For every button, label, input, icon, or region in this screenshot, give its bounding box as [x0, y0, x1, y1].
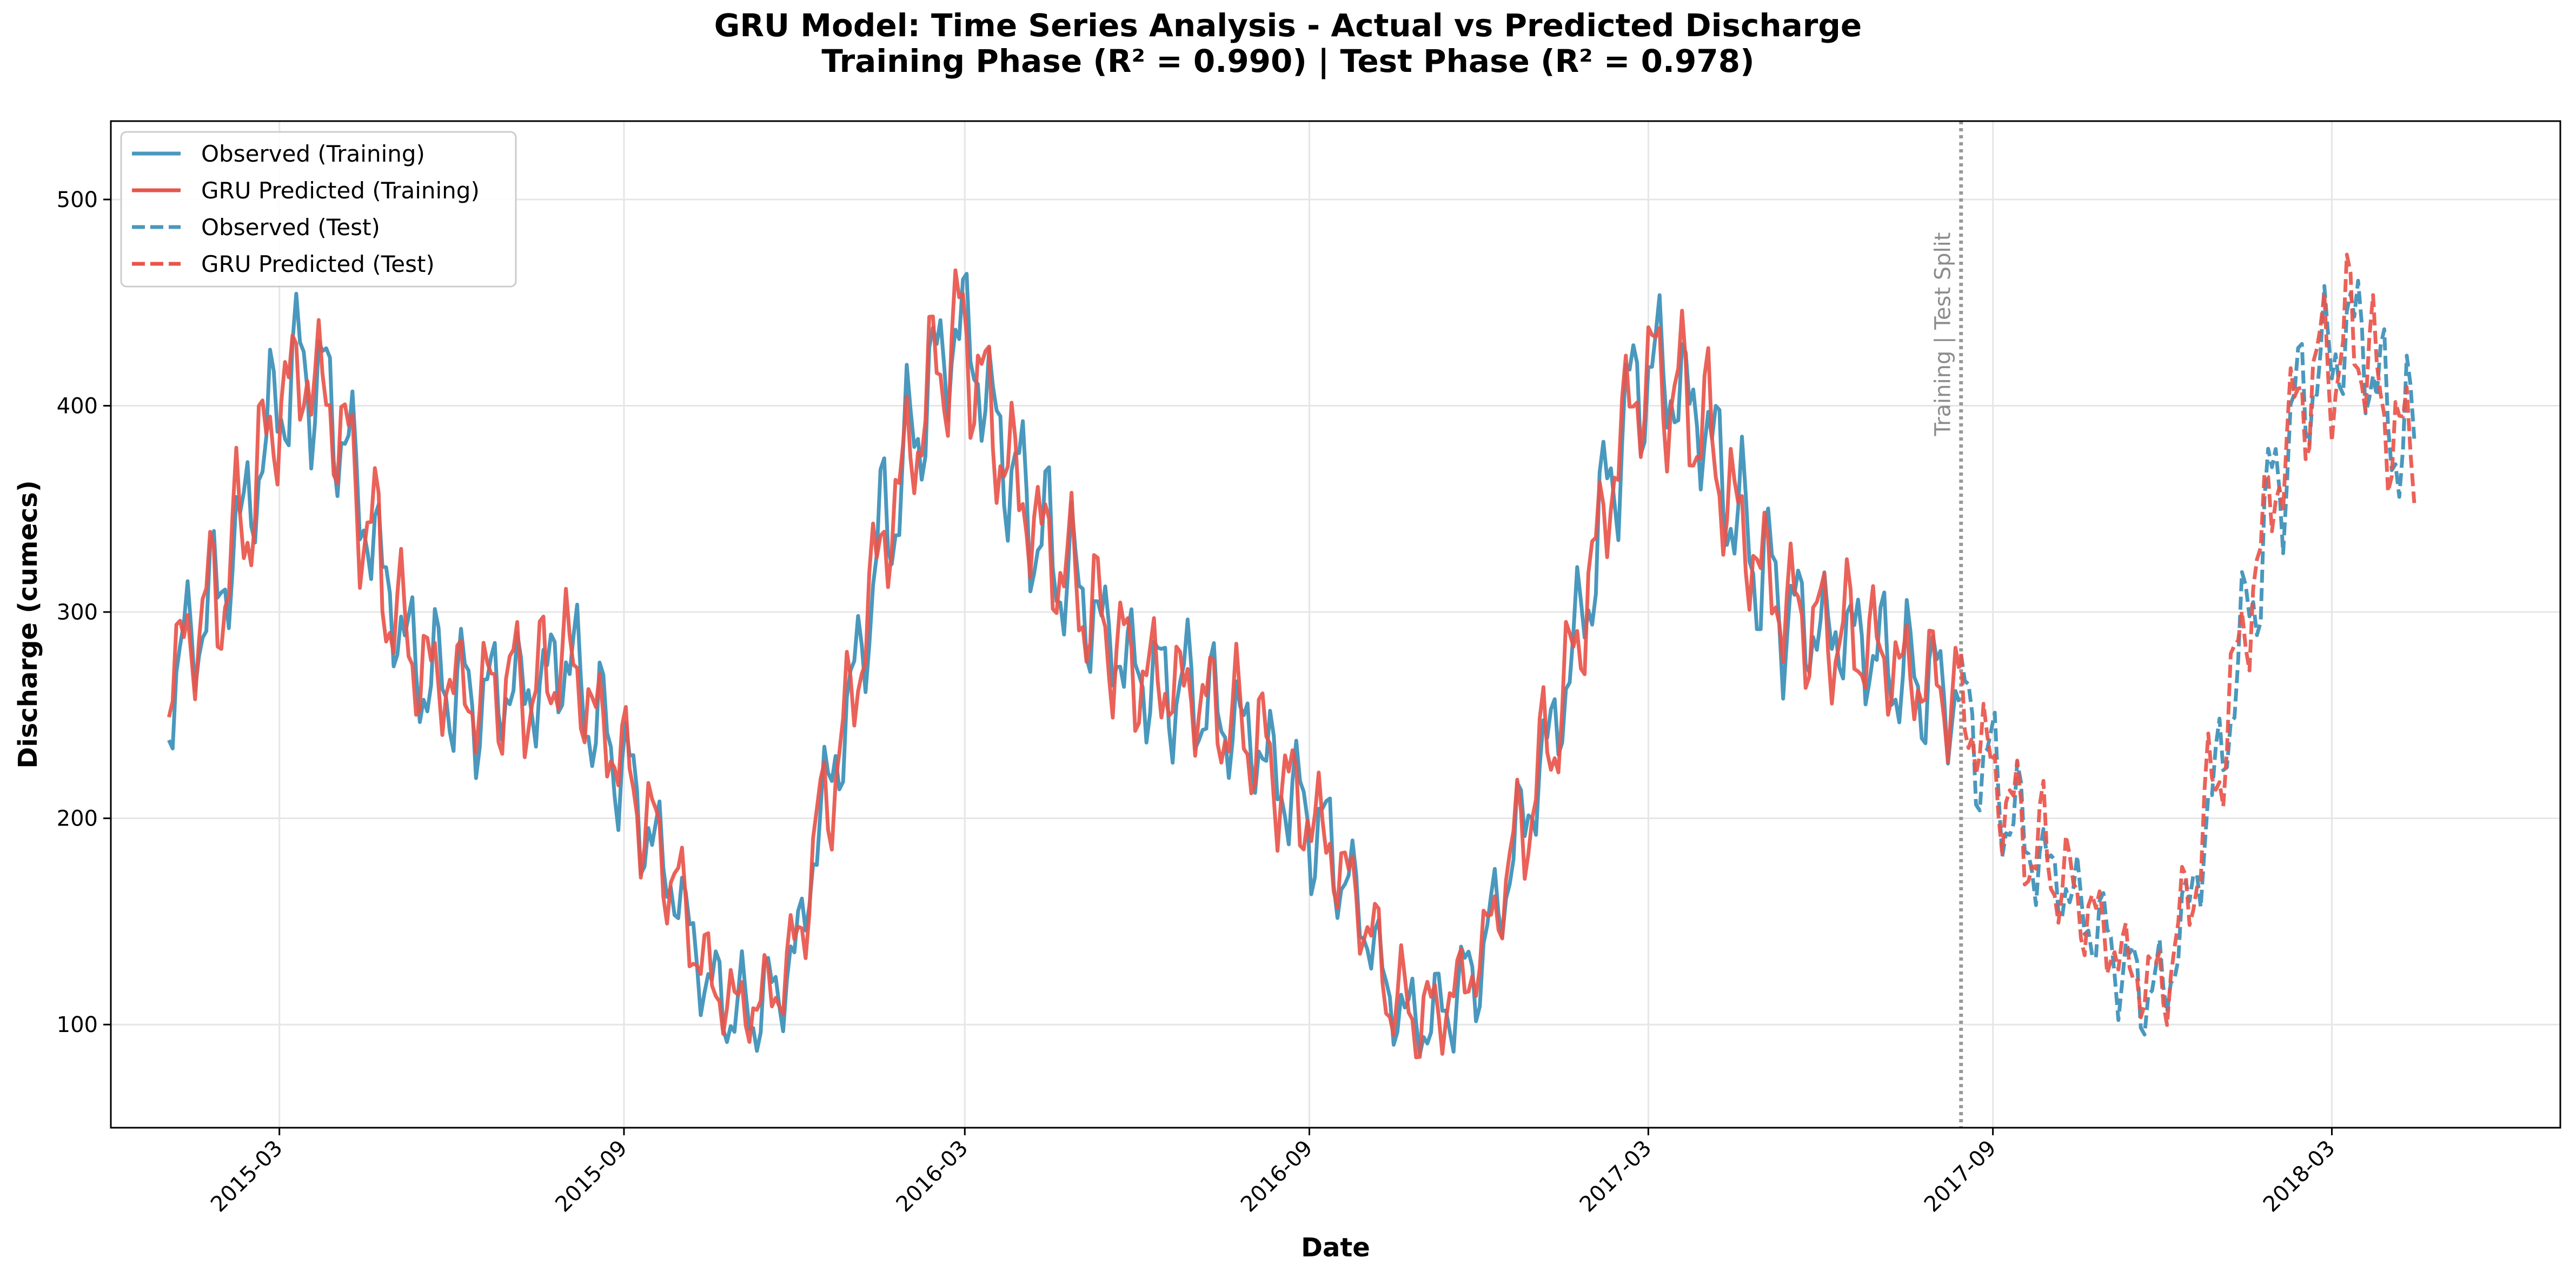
- x-axis-label: Date: [1301, 1233, 1370, 1263]
- legend: Observed (Training) GRU Predicted (Traini…: [120, 131, 517, 288]
- y-axis-label: Discharge (cumecs): [13, 480, 43, 768]
- x-tick-label: 2017-09: [1920, 1136, 2001, 1217]
- y-tick-label: 200: [57, 807, 98, 831]
- x-tick-label: 2015-09: [550, 1136, 632, 1217]
- x-tick-label: 2018-03: [2259, 1136, 2340, 1217]
- legend-box: [120, 131, 517, 288]
- x-tick-label: 2015-03: [206, 1136, 288, 1217]
- x-tick-label: 2016-03: [892, 1136, 973, 1217]
- axis-ticks: 100 200 300 400 500 2015-03 2015-09 2016-03 2016…: [57, 188, 2340, 1217]
- y-tick-label: 300: [57, 600, 98, 625]
- y-tick-label: 100: [57, 1013, 98, 1037]
- x-tick-label: 2016-09: [1236, 1136, 1318, 1217]
- legend-label: GRU Predicted (Test): [201, 251, 435, 277]
- series-line-gru-predicted-test: [1959, 252, 2416, 1027]
- series-lines: [167, 252, 2416, 1060]
- plot-frame: [110, 120, 2561, 1129]
- chart-title-line1: GRU Model: Time Series Analysis - Actual…: [714, 7, 1862, 44]
- legend-label: Observed (Test): [201, 214, 380, 241]
- series-line-observed-training: [167, 271, 1961, 1057]
- y-tick-label: 500: [57, 188, 98, 212]
- split-marker: Training | Test Split: [1931, 121, 1963, 1128]
- split-label: Training | Test Split: [1931, 232, 1956, 437]
- x-tick-label: 2017-03: [1575, 1136, 1657, 1217]
- chart-title-line2: Training Phase (R² = 0.990) | Test Phase…: [821, 43, 1755, 79]
- series-line-gru-predicted-training: [167, 268, 1961, 1060]
- grid-lines: [111, 121, 2560, 1128]
- legend-label: GRU Predicted (Training): [201, 177, 480, 204]
- chart-title: GRU Model: Time Series Analysis - Actual…: [0, 8, 2576, 79]
- y-tick-label: 400: [57, 394, 98, 419]
- series-line-observed-test: [1959, 278, 2416, 1037]
- legend-label: Observed (Training): [201, 141, 425, 167]
